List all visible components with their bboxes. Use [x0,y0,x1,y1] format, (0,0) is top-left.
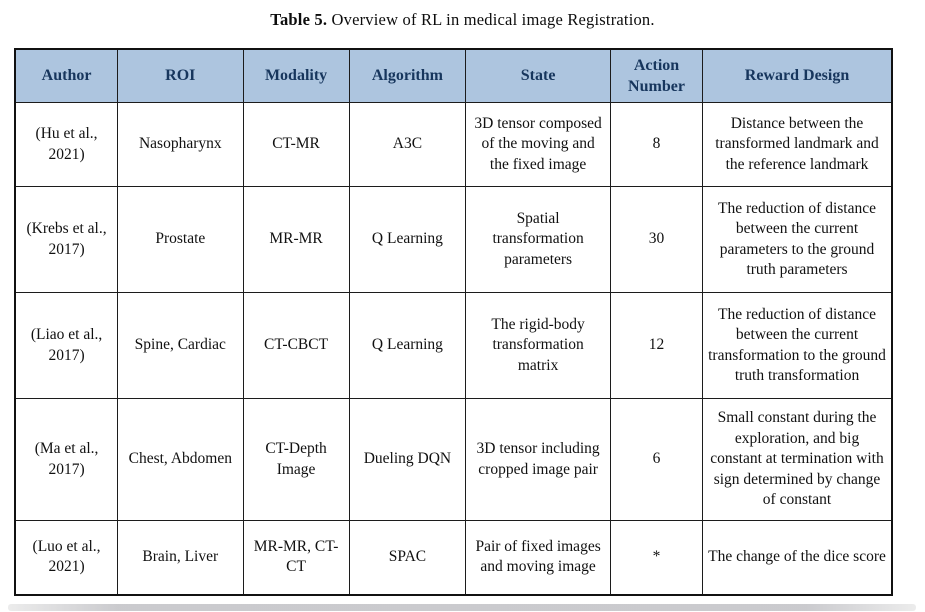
cell-modality: CT-Depth Image [242,398,350,521]
cell-modality: CT-CBCT [242,292,350,399]
cell-reward-design: Small constant during the exploration, a… [702,398,893,521]
cell-state: The rigid-body transformation matrix [465,292,611,399]
cell-reward-design: The change of the dice score [702,520,893,595]
column-header-reward-design: Reward Design [702,48,893,103]
table-row: (Krebs et al., 2017) Prostate MR-MR Q Le… [14,186,893,293]
cell-author: (Krebs et al., 2017) [14,186,119,293]
cell-state: 3D tensor including cropped image pair [465,398,611,521]
table-caption: Table 5. Overview of RL in medical image… [0,10,925,30]
table-row: (Hu et al., 2021) Nasopharynx CT-MR A3C … [14,102,893,187]
cell-roi: Chest, Abdomen [117,398,244,521]
cell-action-number: 12 [609,292,704,399]
cell-modality: MR-MR, CT-CT [242,520,350,595]
cell-action-number: * [609,520,704,595]
header-row: Author ROI Modality Algorithm State Acti… [14,48,893,103]
cell-state: Spatial transformation parameters [465,186,611,293]
cell-algorithm: Q Learning [348,186,467,293]
cell-author: (Hu et al., 2021) [14,102,119,187]
table-caption-text: Overview of RL in medical image Registra… [327,10,655,29]
rl-overview-table: Author ROI Modality Algorithm State Acti… [14,48,893,596]
cell-roi: Prostate [117,186,244,293]
cell-state: 3D tensor composed of the moving and the… [465,102,611,187]
column-header-state: State [465,48,611,103]
table-row: (Ma et al., 2017) Chest, Abdomen CT-Dept… [14,398,893,521]
cell-author: (Ma et al., 2017) [14,398,119,521]
column-header-roi: ROI [117,48,244,103]
column-header-action-number: Action Number [609,48,704,103]
cell-reward-design: The reduction of distance between the cu… [702,292,893,399]
cell-roi: Spine, Cardiac [117,292,244,399]
cell-reward-design: The reduction of distance between the cu… [702,186,893,293]
table-row: (Luo et al., 2021) Brain, Liver MR-MR, C… [14,520,893,595]
cell-action-number: 30 [609,186,704,293]
cell-algorithm: A3C [348,102,467,187]
cell-algorithm: SPAC [348,520,467,595]
cell-author: (Luo et al., 2021) [14,520,119,595]
cell-modality: CT-MR [242,102,350,187]
table-row: (Liao et al., 2017) Spine, Cardiac CT-CB… [14,292,893,399]
cell-algorithm: Q Learning [348,292,467,399]
cell-reward-design: Distance between the transformed landmar… [702,102,893,187]
cell-state: Pair of fixed images and moving image [465,520,611,595]
column-header-author: Author [14,48,119,103]
cell-algorithm: Dueling DQN [348,398,467,521]
column-header-modality: Modality [242,48,350,103]
cell-roi: Brain, Liver [117,520,244,595]
cell-modality: MR-MR [242,186,350,293]
cell-action-number: 6 [609,398,704,521]
column-header-algorithm: Algorithm [348,48,467,103]
table-caption-label: Table 5. [270,10,328,29]
cell-action-number: 8 [609,102,704,187]
cell-roi: Nasopharynx [117,102,244,187]
page-bottom-scan-artifact [8,604,916,611]
cell-author: (Liao et al., 2017) [14,292,119,399]
